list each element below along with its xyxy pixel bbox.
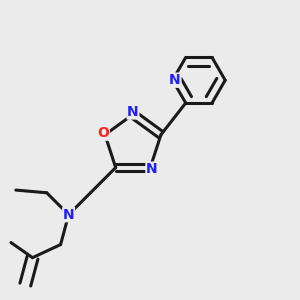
Text: O: O	[98, 126, 110, 140]
Text: N: N	[127, 105, 139, 119]
Text: N: N	[169, 73, 181, 87]
Text: N: N	[146, 162, 158, 176]
Text: N: N	[63, 208, 74, 222]
